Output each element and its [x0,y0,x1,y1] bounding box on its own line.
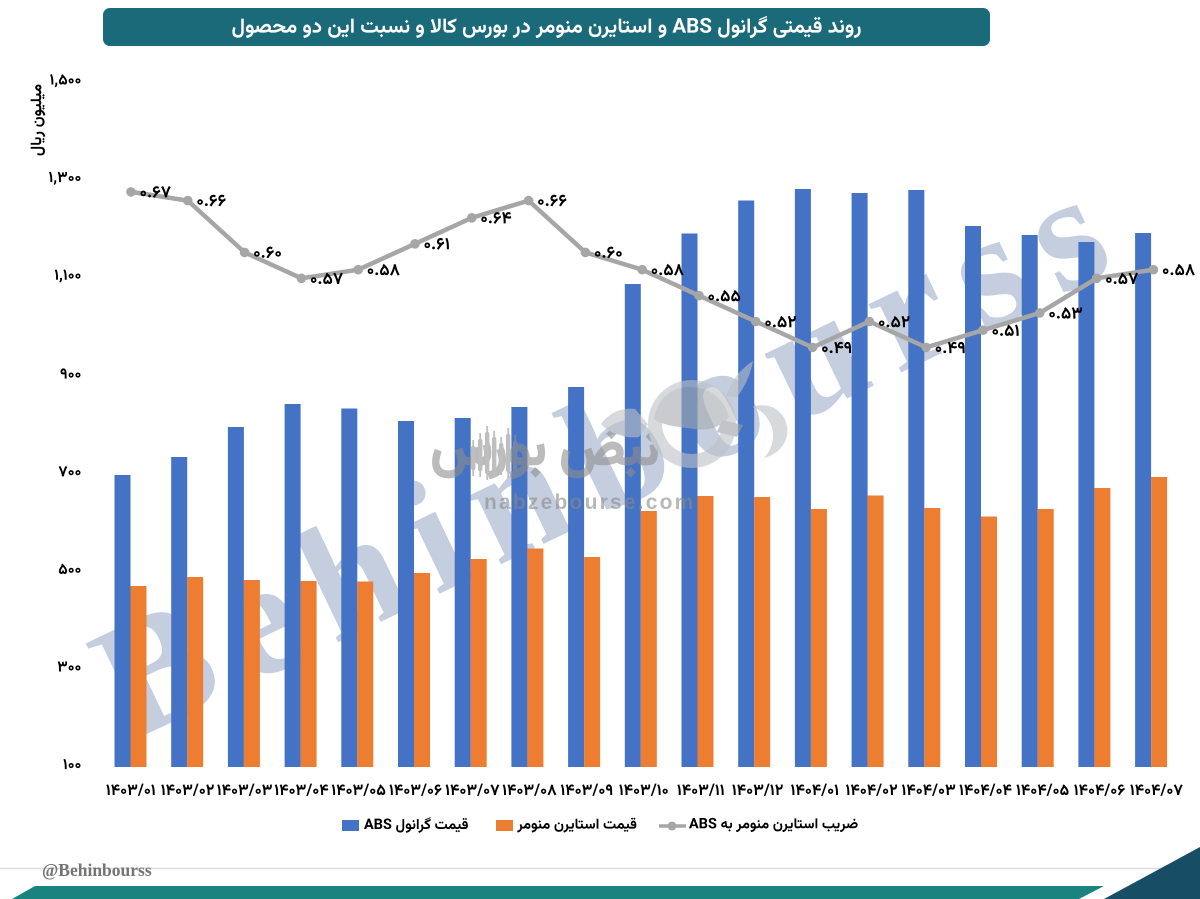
svg-text:@Behinbourss: @Behinbourss [42,860,152,880]
svg-text:nabzebourse.com: nabzebourse.com [484,491,696,514]
